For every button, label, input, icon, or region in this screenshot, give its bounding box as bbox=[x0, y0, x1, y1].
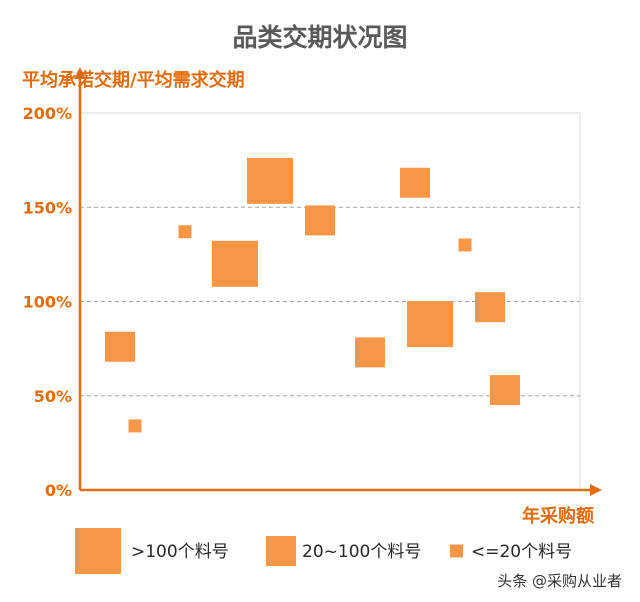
data-point bbox=[105, 331, 135, 362]
data-point bbox=[400, 167, 430, 198]
legend-swatch-small bbox=[450, 544, 463, 558]
x-axis-arrow bbox=[590, 484, 602, 496]
legend-swatch-medium bbox=[266, 536, 296, 566]
y-axis-arrow bbox=[74, 67, 86, 79]
data-point bbox=[178, 225, 192, 239]
data-point bbox=[490, 375, 520, 406]
y-axis-label: 平均承诺交期/平均需求交期 bbox=[22, 69, 245, 91]
legend-label: >100个料号 bbox=[131, 542, 229, 562]
data-point bbox=[355, 337, 385, 368]
chart-title: 品类交期状况图 bbox=[232, 23, 407, 52]
y-tick-label: 150% bbox=[23, 198, 72, 217]
y-tick-label: 0% bbox=[45, 481, 72, 500]
y-tick-label: 100% bbox=[23, 293, 72, 312]
y-tick-label: 50% bbox=[34, 387, 72, 406]
data-point bbox=[247, 157, 293, 204]
data-point bbox=[407, 301, 453, 348]
data-point bbox=[128, 419, 142, 433]
legend-label: 20~100个料号 bbox=[302, 542, 421, 562]
legend-swatch-large bbox=[75, 528, 121, 574]
data-point bbox=[475, 292, 505, 323]
data-point bbox=[458, 238, 472, 252]
watermark: 头条 @采购从业者 bbox=[497, 572, 622, 590]
y-tick-label: 200% bbox=[23, 104, 72, 123]
x-axis-label: 年采购额 bbox=[522, 505, 594, 527]
legend-label: <=20个料号 bbox=[471, 542, 572, 562]
data-point bbox=[305, 205, 335, 236]
data-point bbox=[212, 240, 258, 287]
